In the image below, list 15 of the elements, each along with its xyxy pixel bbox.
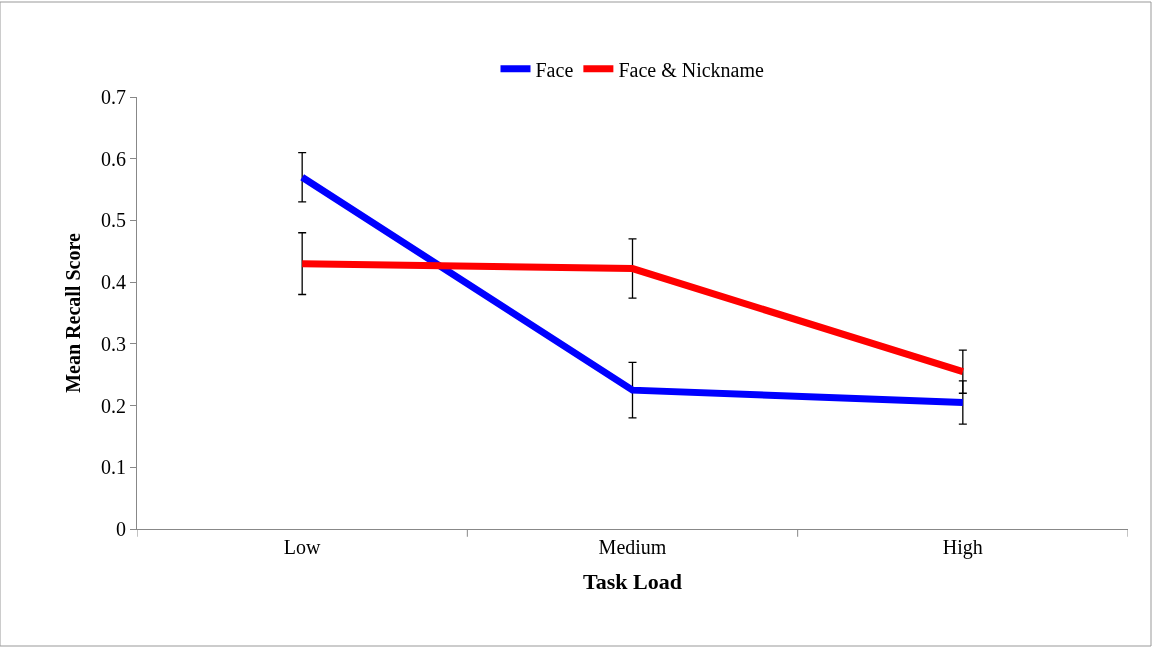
legend-label: Face & Nickname (618, 58, 764, 81)
y-tick-label: 0.2 (101, 394, 126, 417)
y-tick-label: 0.6 (101, 147, 126, 170)
x-tick-label: High (942, 536, 983, 559)
y-tick-label: 0.1 (101, 456, 126, 479)
x-tick-label: Low (283, 536, 322, 558)
y-tick-label: 0.7 (101, 86, 126, 108)
x-axis-title: Task Load (583, 568, 682, 594)
y-tick-label: 0.3 (101, 332, 126, 355)
y-axis-title: Mean Recall Score (61, 233, 84, 393)
y-tick-label: 0.5 (101, 209, 126, 232)
y-tick-label: 0.4 (101, 271, 126, 294)
legend-label: Face (535, 58, 574, 81)
x-tick-label: Medium (598, 536, 667, 558)
y-tick-label: 0 (116, 518, 126, 540)
